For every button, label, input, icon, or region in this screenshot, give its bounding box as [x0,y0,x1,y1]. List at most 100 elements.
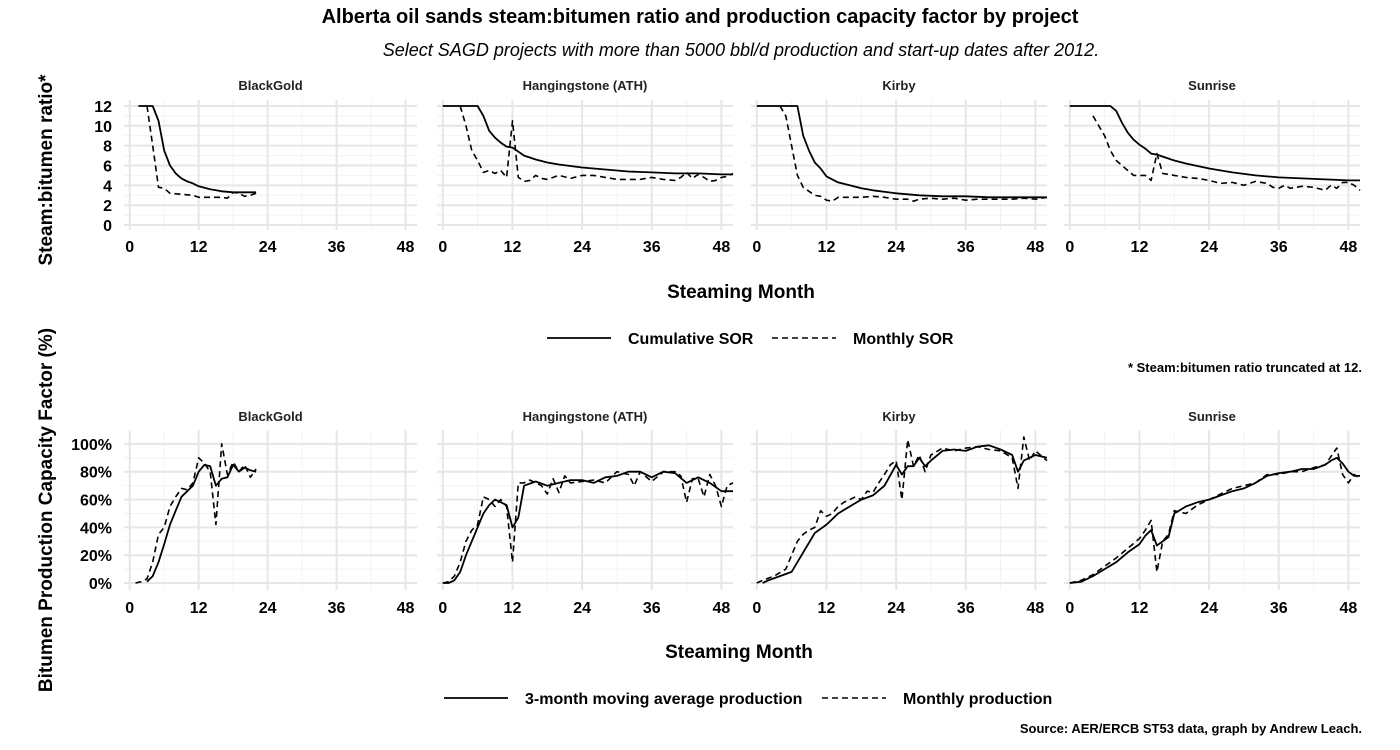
x-tick-label: 48 [1026,239,1044,256]
sor-facet-hangingstone-ath: Hangingstone (ATH) 0 12 24 36 48 [437,78,734,256]
series-line-cumulative-sor-kirby [756,105,1047,199]
y-tick-label: 80% [80,465,112,482]
facet-label-blackgold: BlackGold [238,409,302,424]
x-tick-label: 12 [818,600,836,617]
series-line-monthly-sor-hangingstone-ath [459,105,734,183]
x-tick-label: 0 [438,239,447,256]
capacity-legend: 3-month moving average production Monthl… [444,691,1052,708]
sor-y-axis-label: Steam:bitumen ratio* [36,74,57,266]
x-tick-label: 36 [328,600,346,617]
x-tick-label: 48 [712,239,730,256]
legend-label-monthly-production: Monthly production [903,691,1052,708]
x-tick-label: 24 [887,600,905,617]
x-tick-label: 36 [328,239,346,256]
y-tick-label: 60% [80,493,112,510]
y-tick-label: 2 [103,198,112,215]
series-line-monthly-production-blackgold [135,443,257,584]
x-tick-label: 48 [712,600,730,617]
series-line-monthly-sor-sunrise [1092,115,1361,192]
capacity-facet-hangingstone-ath: Hangingstone (ATH) 0 12 24 36 48 [437,409,734,617]
series-line-monthly-production-kirby [756,436,1048,584]
series-line-monthly-production-sunrise [1069,447,1361,584]
chart-subtitle: Select SAGD projects with more than 5000… [383,40,1099,60]
x-tick-label: 12 [190,600,208,617]
x-tick-label: 12 [504,600,522,617]
x-tick-label: 24 [887,239,905,256]
x-tick-label: 24 [259,600,277,617]
x-tick-label: 0 [1065,239,1074,256]
series-line-monthly-sor-kirby [779,105,1048,202]
legend-label-moving-average: 3-month moving average production [525,691,802,708]
series-line-monthly-sor-blackgold [146,105,257,199]
x-tick-label: 12 [190,239,208,256]
sor-x-axis-label: Steaming Month [667,282,815,303]
facet-label-sunrise: Sunrise [1188,409,1236,424]
sor-facet-kirby: Kirby 0 12 24 36 48 [751,78,1048,256]
x-tick-label: 0 [752,239,761,256]
legend-label-cumulative-sor: Cumulative SOR [628,331,754,348]
x-tick-label: 36 [1270,239,1288,256]
x-tick-label: 24 [573,600,591,617]
y-tick-label: 12 [94,99,112,116]
x-tick-label: 0 [752,600,761,617]
series-line-3-month-moving-average-production-blackgold [146,463,257,583]
legend-label-monthly-sor: Monthly SOR [853,331,954,348]
y-tick-label: 40% [80,520,112,537]
series-line-3-month-moving-average-production-sunrise [1069,456,1360,584]
facet-label-sunrise: Sunrise [1188,78,1236,93]
series-line-cumulative-sor-hangingstone-ath [442,105,733,176]
x-tick-label: 36 [957,600,975,617]
source-note: Source: AER/ERCB ST53 data, graph by And… [1020,721,1362,736]
capacity-facet-blackgold: BlackGold 0 12 24 36 48 0% 20% 40% 60% 80% 100% [71,409,417,617]
x-tick-label: 36 [957,239,975,256]
x-tick-label: 48 [1026,600,1044,617]
y-tick-label: 8 [103,139,112,156]
y-tick-label: 100% [71,437,112,454]
facet-label-blackgold: BlackGold [238,78,302,93]
y-tick-label: 0% [89,576,112,593]
capacity-y-axis-label: Bitumen Production Capacity Factor (%) [36,328,57,692]
x-tick-label: 12 [1131,600,1149,617]
x-tick-label: 0 [1065,600,1074,617]
series-line-monthly-production-hangingstone-ath [442,470,734,584]
x-tick-label: 36 [643,600,661,617]
chart-title: Alberta oil sands steam:bitumen ratio an… [322,6,1079,28]
capacity-facet-sunrise: Sunrise 0 12 24 36 48 [1064,409,1361,617]
x-tick-label: 48 [1339,600,1357,617]
series-line-cumulative-sor-blackgold [138,105,257,194]
capacity-factor-panel: BlackGold 0 12 24 36 48 0% 20% 40% 60% 80% 100% Hang… [71,409,1361,617]
y-tick-label: 4 [103,178,112,195]
y-tick-label: 10 [94,119,112,136]
y-tick-label: 20% [80,548,112,565]
x-tick-label: 12 [818,239,836,256]
x-tick-label: 24 [1200,600,1218,617]
facet-label-hangingstone-ath: Hangingstone (ATH) [523,409,648,424]
x-tick-label: 0 [125,239,134,256]
facet-label-kirby: Kirby [882,78,916,93]
series-line-3-month-moving-average-production-kirby [762,444,1048,584]
facet-label-hangingstone-ath: Hangingstone (ATH) [523,78,648,93]
x-tick-label: 48 [397,600,415,617]
series-line-3-month-moving-average-production-hangingstone-ath [442,470,733,584]
x-tick-label: 0 [125,600,134,617]
capacity-x-axis-label: Steaming Month [665,642,813,663]
x-tick-label: 24 [259,239,277,256]
x-tick-label: 24 [1200,239,1218,256]
series-line-cumulative-sor-sunrise [1069,105,1360,182]
x-tick-label: 48 [397,239,415,256]
sor-legend: Cumulative SOR Monthly SOR [547,331,954,348]
capacity-facet-kirby: Kirby 0 12 24 36 48 [751,409,1048,617]
x-tick-label: 36 [1270,600,1288,617]
y-tick-label: 6 [103,158,112,175]
footnote: * Steam:bitumen ratio truncated at 12. [1128,360,1362,375]
x-tick-label: 12 [1131,239,1149,256]
x-tick-label: 0 [438,600,447,617]
facet-label-kirby: Kirby [882,409,916,424]
x-tick-label: 24 [573,239,591,256]
x-tick-label: 48 [1339,239,1357,256]
sor-facet-sunrise: Sunrise 0 12 24 36 48 [1064,78,1361,256]
x-tick-label: 36 [643,239,661,256]
